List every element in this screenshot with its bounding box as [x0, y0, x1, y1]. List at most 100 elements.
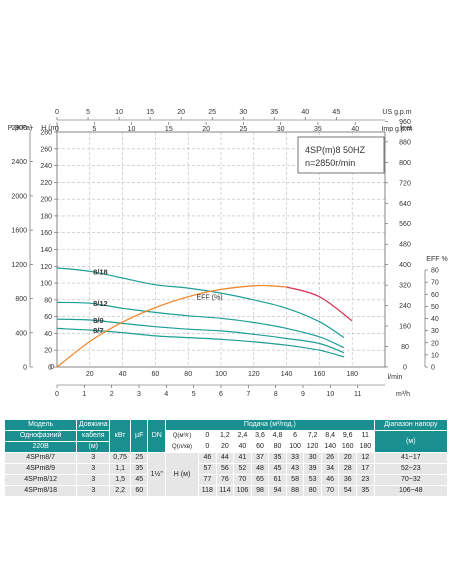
- cable-cell: 3: [76, 452, 111, 464]
- head-cell: 35: [355, 485, 375, 497]
- table-row: 4SPm8/18 3 2,2 60 118 114 106 98 94 88 80 70 54 35 106…: [3, 485, 449, 497]
- feet-tick-label: 480: [399, 242, 411, 249]
- eff-tick-label: 50: [431, 304, 439, 311]
- imp-gpm-tick-label: 0: [55, 126, 59, 133]
- header-single-phase: Однофазний: [3, 430, 78, 442]
- head-cell: 46: [320, 474, 340, 486]
- us-gpm-tick-label: 40: [301, 109, 309, 116]
- head-curve-8-12: [56, 301, 345, 349]
- head-cell: 57: [198, 463, 217, 475]
- uf-cell: 45: [129, 474, 149, 486]
- q-m3h-cell: 8,4: [320, 430, 340, 442]
- head-cell: 26: [320, 452, 340, 464]
- pressure-tick-label: 2400: [11, 159, 27, 166]
- head-tick-label: 240: [40, 163, 52, 170]
- pressure-tick-label: 1200: [11, 262, 27, 269]
- q-lmin-cell: 20: [215, 441, 235, 453]
- uf-cell: 35: [129, 463, 149, 475]
- q-lmin-cell: 80: [268, 441, 287, 453]
- head-cell: 70: [320, 485, 340, 497]
- dn-cell: 1½": [147, 452, 167, 497]
- head-cell: 12: [355, 452, 375, 464]
- head-curve-8-18: [56, 267, 345, 339]
- model-cell: 4SPm8/12: [3, 474, 78, 486]
- q-m3h-cell: 9,6: [338, 430, 357, 442]
- eff-tick-label: 20: [431, 340, 439, 347]
- kw-cell: 0,75: [109, 452, 131, 464]
- flow-lmin-tick-label: 100: [215, 371, 227, 378]
- q-lmin-cell: 120: [303, 441, 322, 453]
- head-cell: 80: [303, 485, 322, 497]
- head-cell: 118: [198, 485, 217, 497]
- series-label: 8/18: [93, 267, 108, 276]
- kw-cell: 1,5: [109, 474, 131, 486]
- table-row: 4SPm8/9 3 1,1 35 57 56 52 48 45 43 39 34 28 17 52~23: [3, 463, 449, 475]
- curves: [56, 267, 353, 368]
- flow-m3h-tick-label: 9: [301, 391, 305, 398]
- head-cell: 41: [233, 452, 252, 464]
- q-lmin-cell: 0: [198, 441, 217, 453]
- flow-m3h-tick-label: 2: [110, 391, 114, 398]
- imp-gpm-tick-label: 5: [92, 126, 96, 133]
- head-tick-label: 100: [40, 281, 52, 288]
- flow-m3h-tick-label: 11: [354, 391, 361, 398]
- feet-tick-label: 640: [399, 201, 411, 208]
- head-tick-label: 280: [40, 130, 52, 137]
- head-tick-label: 80: [44, 297, 52, 304]
- head-cell: 48: [250, 463, 270, 475]
- eff-tick-label: 30: [431, 328, 439, 335]
- pressure-tick-label: 2800: [11, 125, 27, 132]
- eff-tick-label: 70: [431, 280, 439, 287]
- range-cell: 70~32: [373, 474, 449, 486]
- header-cable-2: кабеля: [76, 430, 111, 442]
- flow-m3h-tick-label: 4: [164, 391, 168, 398]
- flow-lmin-tick-label: 80: [184, 371, 192, 378]
- header-q-lmin: Q(л/хв): [165, 441, 200, 453]
- cable-cell: 3: [76, 463, 111, 475]
- uf-cell: 60: [129, 485, 149, 497]
- us-gpm-tick-label: 15: [146, 109, 154, 116]
- efficiency-curve-tail: [286, 286, 353, 322]
- feet-tick-label: 80: [401, 344, 409, 351]
- header-kw: кВт: [109, 419, 131, 453]
- head-cell: 54: [338, 485, 357, 497]
- flow-m3h-tick-label: 6: [219, 391, 223, 398]
- us-gpm-tick-label: 20: [177, 109, 185, 116]
- eff-tick-label: 0: [431, 365, 435, 372]
- pressure-tick-label: 0: [23, 365, 27, 372]
- cable-cell: 3: [76, 474, 111, 486]
- header-model: Модель: [3, 419, 78, 431]
- head-tick-label: 40: [44, 331, 52, 338]
- model-cell: 4SPm8/9: [3, 463, 78, 475]
- uf-cell: 25: [129, 452, 149, 464]
- imp-gpm-tick-label: 20: [202, 126, 210, 133]
- kw-cell: 2,2: [109, 485, 131, 497]
- q-m3h-cell: 7,2: [303, 430, 322, 442]
- q-lmin-cell: 40: [233, 441, 252, 453]
- head-cell: 88: [285, 485, 305, 497]
- head-cell: 76: [215, 474, 235, 486]
- efficiency-label: EFF (%): [196, 295, 222, 302]
- head-cell: 34: [320, 463, 340, 475]
- head-tick-label: 140: [40, 247, 52, 254]
- header-dn: DN: [147, 419, 167, 453]
- head-cell: 39: [303, 463, 322, 475]
- table-row: 4SPm8/7 3 0,75 25 1½" H (м) 46 44 41 37 35 33 30 26 20…: [3, 452, 449, 497]
- eff-axis-label: EFF %: [426, 256, 447, 263]
- model-cell: 4SPm8/7: [3, 452, 78, 464]
- series-label: 8/12: [93, 299, 108, 308]
- head-cell: 106: [233, 485, 252, 497]
- flow-lmin-tick-label: 160: [314, 371, 326, 378]
- head-tick-label: 180: [40, 213, 52, 220]
- cable-cell: 3: [76, 485, 111, 497]
- pressure-axis-label: P (KPa): [8, 125, 32, 132]
- head-cell: 23: [355, 474, 375, 486]
- us-gpm-tick-label: 45: [332, 109, 340, 116]
- head-cell: 58: [285, 474, 305, 486]
- us-gpm-tick-label: 35: [270, 109, 278, 116]
- series-label: 8/7: [93, 326, 103, 335]
- header-range: Діапазон напору: [373, 419, 449, 431]
- flow-m3h-axis-label: m³/h: [396, 391, 410, 398]
- feet-tick-label: 800: [399, 160, 411, 167]
- head-curve-8-9: [56, 318, 345, 354]
